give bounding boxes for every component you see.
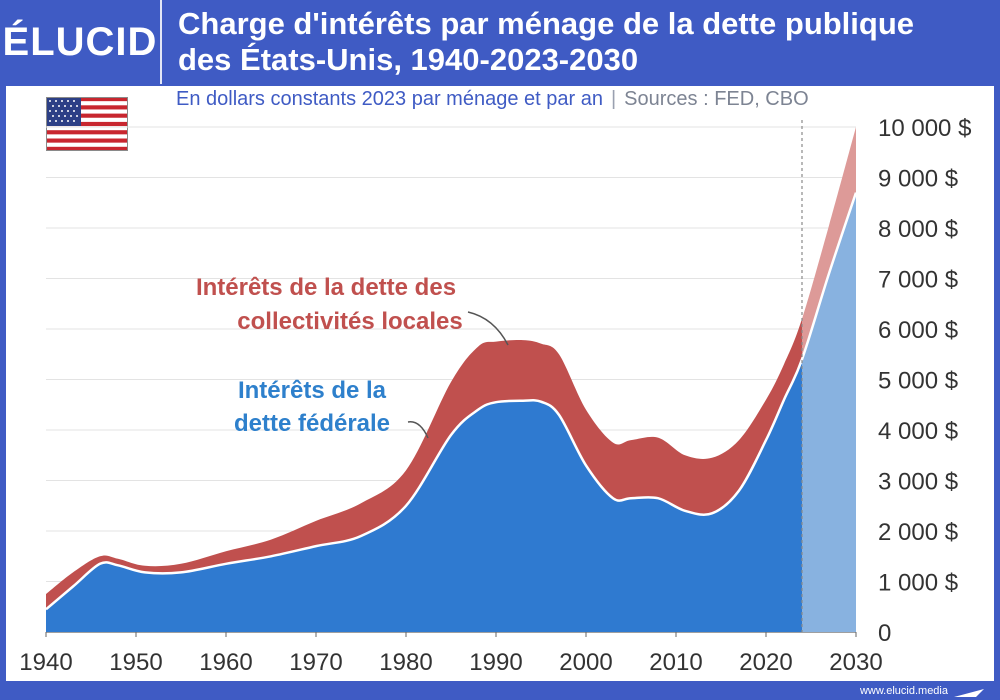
- y-tick-label: 1 000 $: [878, 570, 958, 597]
- header-bar: ÉLUCID Charge d'intérêts par ménage de l…: [0, 0, 1000, 84]
- local-annotation-line-2: collectivités locales: [237, 308, 462, 335]
- federal-boundary-line: [45, 355, 802, 611]
- subtitle-separator: |: [610, 88, 617, 110]
- x-tick-label: 2010: [649, 649, 702, 676]
- y-tick-label: 3 000 $: [878, 469, 958, 496]
- subtitle-sources: Sources : FED, CBO: [624, 88, 809, 110]
- elucid-arrow-icon: [954, 689, 984, 697]
- y-tick-label: 5 000 $: [878, 368, 958, 395]
- federal-debt-area: [46, 359, 802, 632]
- title-line-1: Charge d'intérêts par ménage de la dette…: [178, 6, 915, 41]
- header-divider: [160, 0, 162, 84]
- local-annotation-line-1: Intérêts de la dette des: [196, 274, 456, 301]
- x-tick-label: 1970: [289, 649, 342, 676]
- x-tick-label: 1960: [199, 649, 252, 676]
- x-tick-label: 2000: [559, 649, 612, 676]
- chart-title: Charge d'intérêts par ménage de la dette…: [178, 6, 988, 78]
- federal-debt-area: [802, 192, 856, 632]
- federal-annotation-line-2: dette fédérale: [234, 410, 390, 437]
- subtitle-units: En dollars constants 2023 par ménage et …: [176, 88, 603, 110]
- y-tick-label: 2 000 $: [878, 519, 958, 546]
- y-tick-label: 6 000 $: [878, 317, 958, 344]
- y-tick-label: 9 000 $: [878, 166, 958, 193]
- y-tick-label: 0: [878, 620, 891, 647]
- federal-annotation-line-1: Intérêts de la: [238, 377, 387, 404]
- footer-url: www.elucid.media: [859, 685, 948, 697]
- x-tick-label: 2030: [829, 649, 882, 676]
- y-tick-label: 4 000 $: [878, 418, 958, 445]
- y-tick-label: 10 000 $: [878, 115, 971, 142]
- elucid-logo: ÉLUCID: [2, 19, 158, 64]
- x-tick-label: 1980: [379, 649, 432, 676]
- federal-annotation-leader: [407, 421, 429, 439]
- x-tick-label: 1950: [109, 649, 162, 676]
- x-tick-label: 2020: [739, 649, 792, 676]
- y-tick-label: 7 000 $: [878, 267, 958, 294]
- local-annotation-leader: [467, 311, 509, 346]
- us-flag-icon: [46, 97, 128, 151]
- x-tick-label: 1940: [19, 649, 72, 676]
- chart-subtitle: En dollars constants 2023 par ménage et …: [176, 88, 809, 116]
- x-tick-label: 1990: [469, 649, 522, 676]
- y-tick-label: 8 000 $: [878, 216, 958, 243]
- title-line-2: des États-Unis, 1940-2023-2030: [178, 42, 639, 77]
